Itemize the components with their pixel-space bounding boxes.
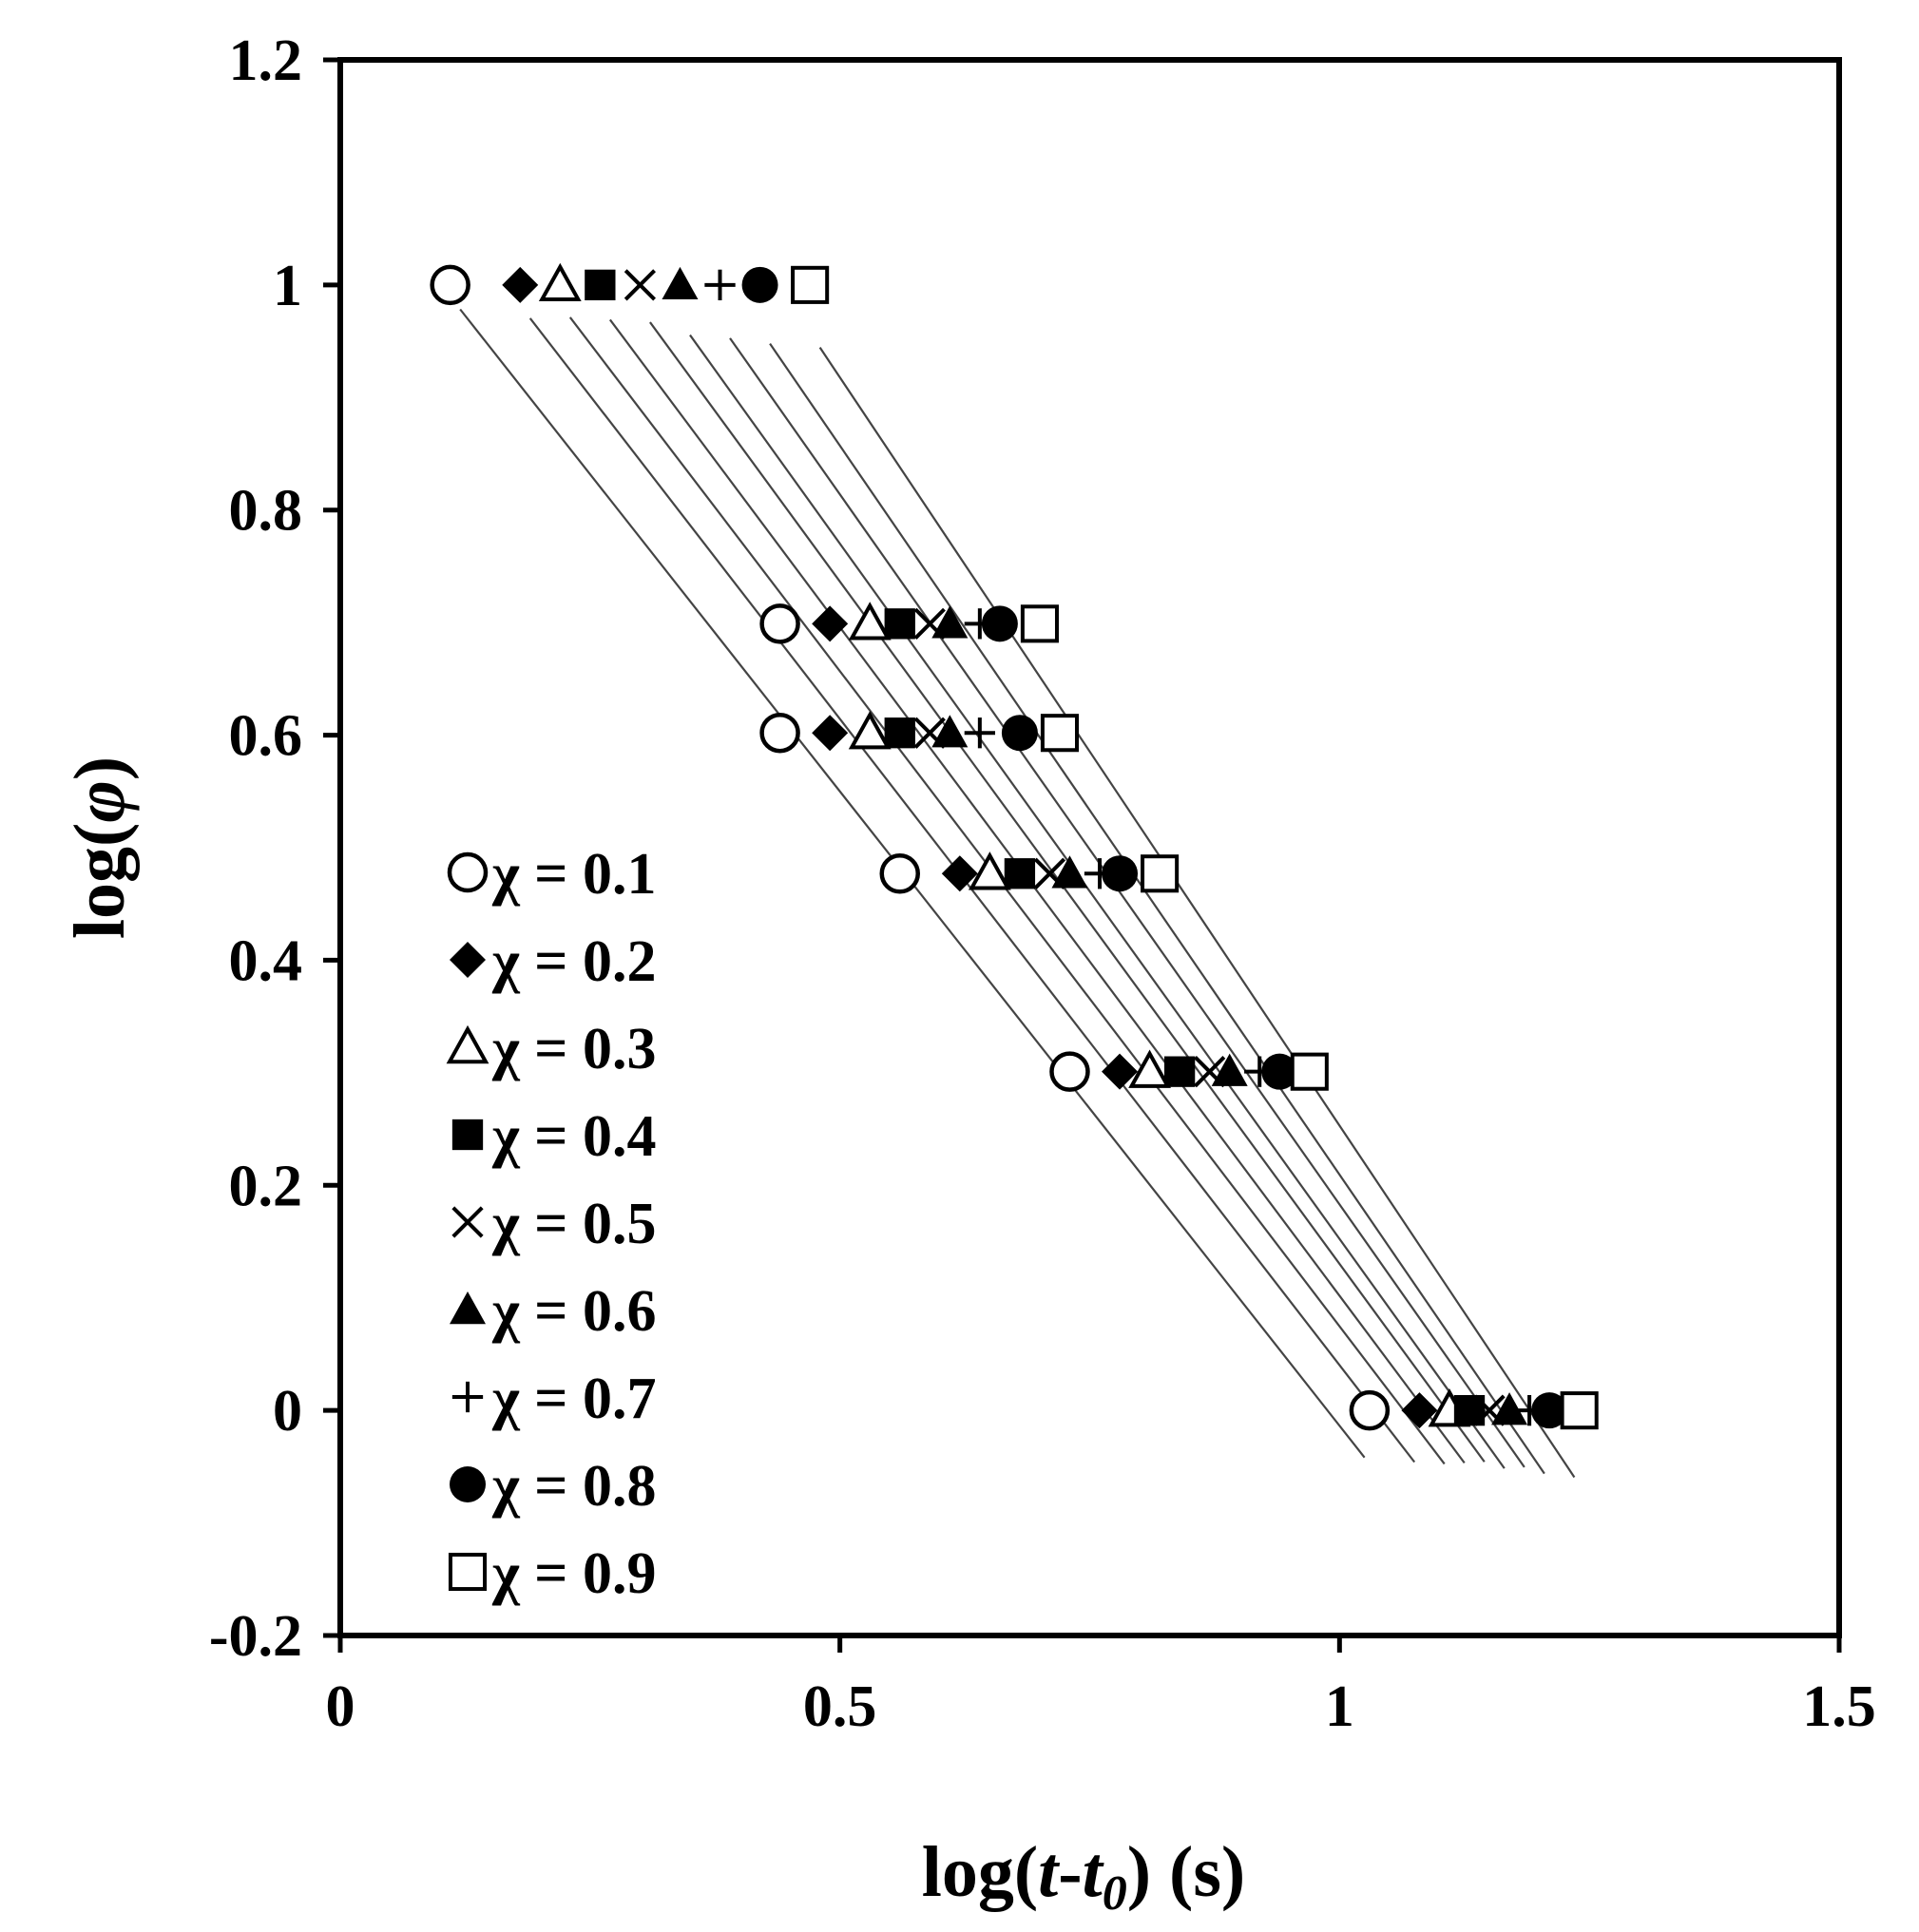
legend-marker-series-3 — [446, 1024, 489, 1064]
data-point-series-1 — [759, 712, 800, 754]
data-point-series-4 — [884, 717, 915, 749]
data-point-series-1 — [879, 852, 920, 894]
data-point-series-1 — [1049, 1051, 1090, 1092]
fit-line-series-2 — [528, 317, 1416, 1463]
data-point-series-2 — [941, 855, 978, 892]
x-axis: 0 0.5 1 1.5 — [326, 1636, 1876, 1739]
data-point-series-6 — [1491, 1392, 1528, 1425]
x-axis-title: log(t-t0) (s) — [922, 1832, 1246, 1921]
x-cross-stroke — [1473, 1394, 1506, 1426]
legend: χ = 0.1 χ = 0.2 χ = 0.3 χ = 0.4 χ = 0.5 χ = 0… — [446, 842, 656, 1606]
data-point-series-8 — [1261, 1053, 1298, 1090]
y-tick-label: 0.2 — [229, 1154, 303, 1218]
data-point-series-9 — [1290, 1052, 1329, 1091]
data-point-series-6 — [931, 605, 969, 639]
fit-line-series-5 — [649, 321, 1486, 1463]
data-point-series-4 — [1004, 858, 1036, 889]
data-point-series-3 — [848, 711, 892, 750]
legend-label-series-8: χ = 0.8 — [491, 1454, 656, 1519]
fit-line-series-3 — [568, 316, 1446, 1465]
legend-label-series-9: χ = 0.9 — [491, 1541, 656, 1606]
data-point-series-1 — [430, 264, 470, 306]
fit-line-series-9 — [818, 347, 1576, 1479]
x-tick-label: 1 — [1325, 1674, 1354, 1739]
data-point-series-6 — [662, 266, 699, 300]
data-point-series-1 — [759, 603, 800, 644]
legend-marker-series-1 — [447, 851, 489, 893]
legend-marker-series-5 — [451, 1206, 484, 1238]
data-point-series-2 — [1401, 1392, 1438, 1429]
data-point-series-6 — [931, 715, 969, 748]
fit-line-series-7 — [729, 337, 1526, 1468]
legend-label-series-2: χ = 0.2 — [491, 929, 656, 994]
data-point-series-8 — [1001, 715, 1038, 752]
data-point-series-2 — [812, 715, 849, 752]
x-cross-stroke — [624, 269, 657, 301]
data-point-series-3 — [968, 851, 1011, 890]
data-point-series-8 — [741, 266, 778, 303]
fit-lines — [459, 308, 1576, 1479]
fit-line-series-8 — [769, 342, 1545, 1475]
x-cross-stroke — [451, 1206, 484, 1238]
x-tick-label: 0 — [326, 1674, 355, 1739]
data-markers — [430, 262, 1599, 1431]
data-point-series-9 — [1040, 714, 1080, 753]
data-point-series-9 — [791, 265, 830, 304]
y-axis-title: log(φ) — [60, 756, 140, 939]
data-point-series-7 — [704, 269, 736, 301]
fit-line-series-6 — [689, 334, 1506, 1469]
legend-marker-series-8 — [450, 1466, 486, 1502]
data-point-series-8 — [981, 605, 1018, 642]
legend-label-series-7: χ = 0.7 — [491, 1367, 656, 1431]
data-point-series-4 — [585, 269, 616, 301]
data-point-series-8 — [1102, 855, 1139, 892]
data-point-series-1 — [1349, 1389, 1391, 1431]
plot-area — [337, 57, 1842, 1638]
y-tick-label: -0.2 — [209, 1604, 302, 1669]
data-point-series-3 — [1128, 1049, 1171, 1088]
fit-line-series-4 — [608, 318, 1466, 1464]
legend-marker-series-6 — [450, 1291, 486, 1325]
legend-marker-series-2 — [450, 942, 486, 978]
y-tick-label: 0 — [273, 1379, 302, 1444]
legend-label-series-6: χ = 0.6 — [491, 1279, 656, 1344]
x-cross-stroke — [913, 717, 946, 749]
legend-label-series-5: χ = 0.5 — [491, 1192, 656, 1256]
x-cross-stroke — [1194, 1056, 1226, 1088]
legend-label-series-1: χ = 0.1 — [491, 842, 656, 907]
y-tick-label: 1 — [273, 254, 302, 318]
data-point-series-9 — [1141, 854, 1180, 893]
data-point-series-9 — [1560, 1391, 1599, 1430]
y-tick-label: 1.2 — [229, 29, 303, 93]
data-point-series-3 — [538, 262, 582, 302]
legend-marker-series-7 — [451, 1381, 484, 1413]
data-point-series-6 — [1051, 855, 1088, 889]
data-point-series-2 — [812, 605, 849, 642]
data-point-series-3 — [848, 602, 892, 641]
data-point-series-7 — [964, 717, 996, 749]
legend-label-series-3: χ = 0.3 — [491, 1017, 656, 1081]
y-tick-label: 0.6 — [229, 704, 303, 769]
x-tick-label: 0.5 — [803, 1674, 877, 1739]
legend-marker-series-4 — [451, 1119, 484, 1151]
data-point-series-2 — [502, 266, 539, 303]
data-point-series-6 — [1211, 1053, 1248, 1086]
data-point-series-4 — [884, 608, 915, 640]
y-axis: -0.2 0 0.2 0.4 0.6 0.8 1 1.2 — [209, 29, 340, 1669]
data-point-series-2 — [1102, 1053, 1139, 1090]
y-tick-label: 0.8 — [229, 479, 303, 544]
legend-label-series-4: χ = 0.4 — [491, 1104, 656, 1169]
x-cross-stroke — [913, 607, 946, 640]
data-point-series-5 — [624, 269, 657, 301]
y-tick-label: 0.4 — [229, 928, 303, 993]
x-tick-label: 1.5 — [1802, 1674, 1876, 1739]
data-point-series-9 — [1020, 604, 1059, 643]
x-cross-stroke — [1033, 857, 1066, 889]
legend-marker-series-9 — [448, 1552, 488, 1592]
data-point-series-4 — [1163, 1056, 1196, 1087]
data-point-series-8 — [1531, 1392, 1568, 1429]
